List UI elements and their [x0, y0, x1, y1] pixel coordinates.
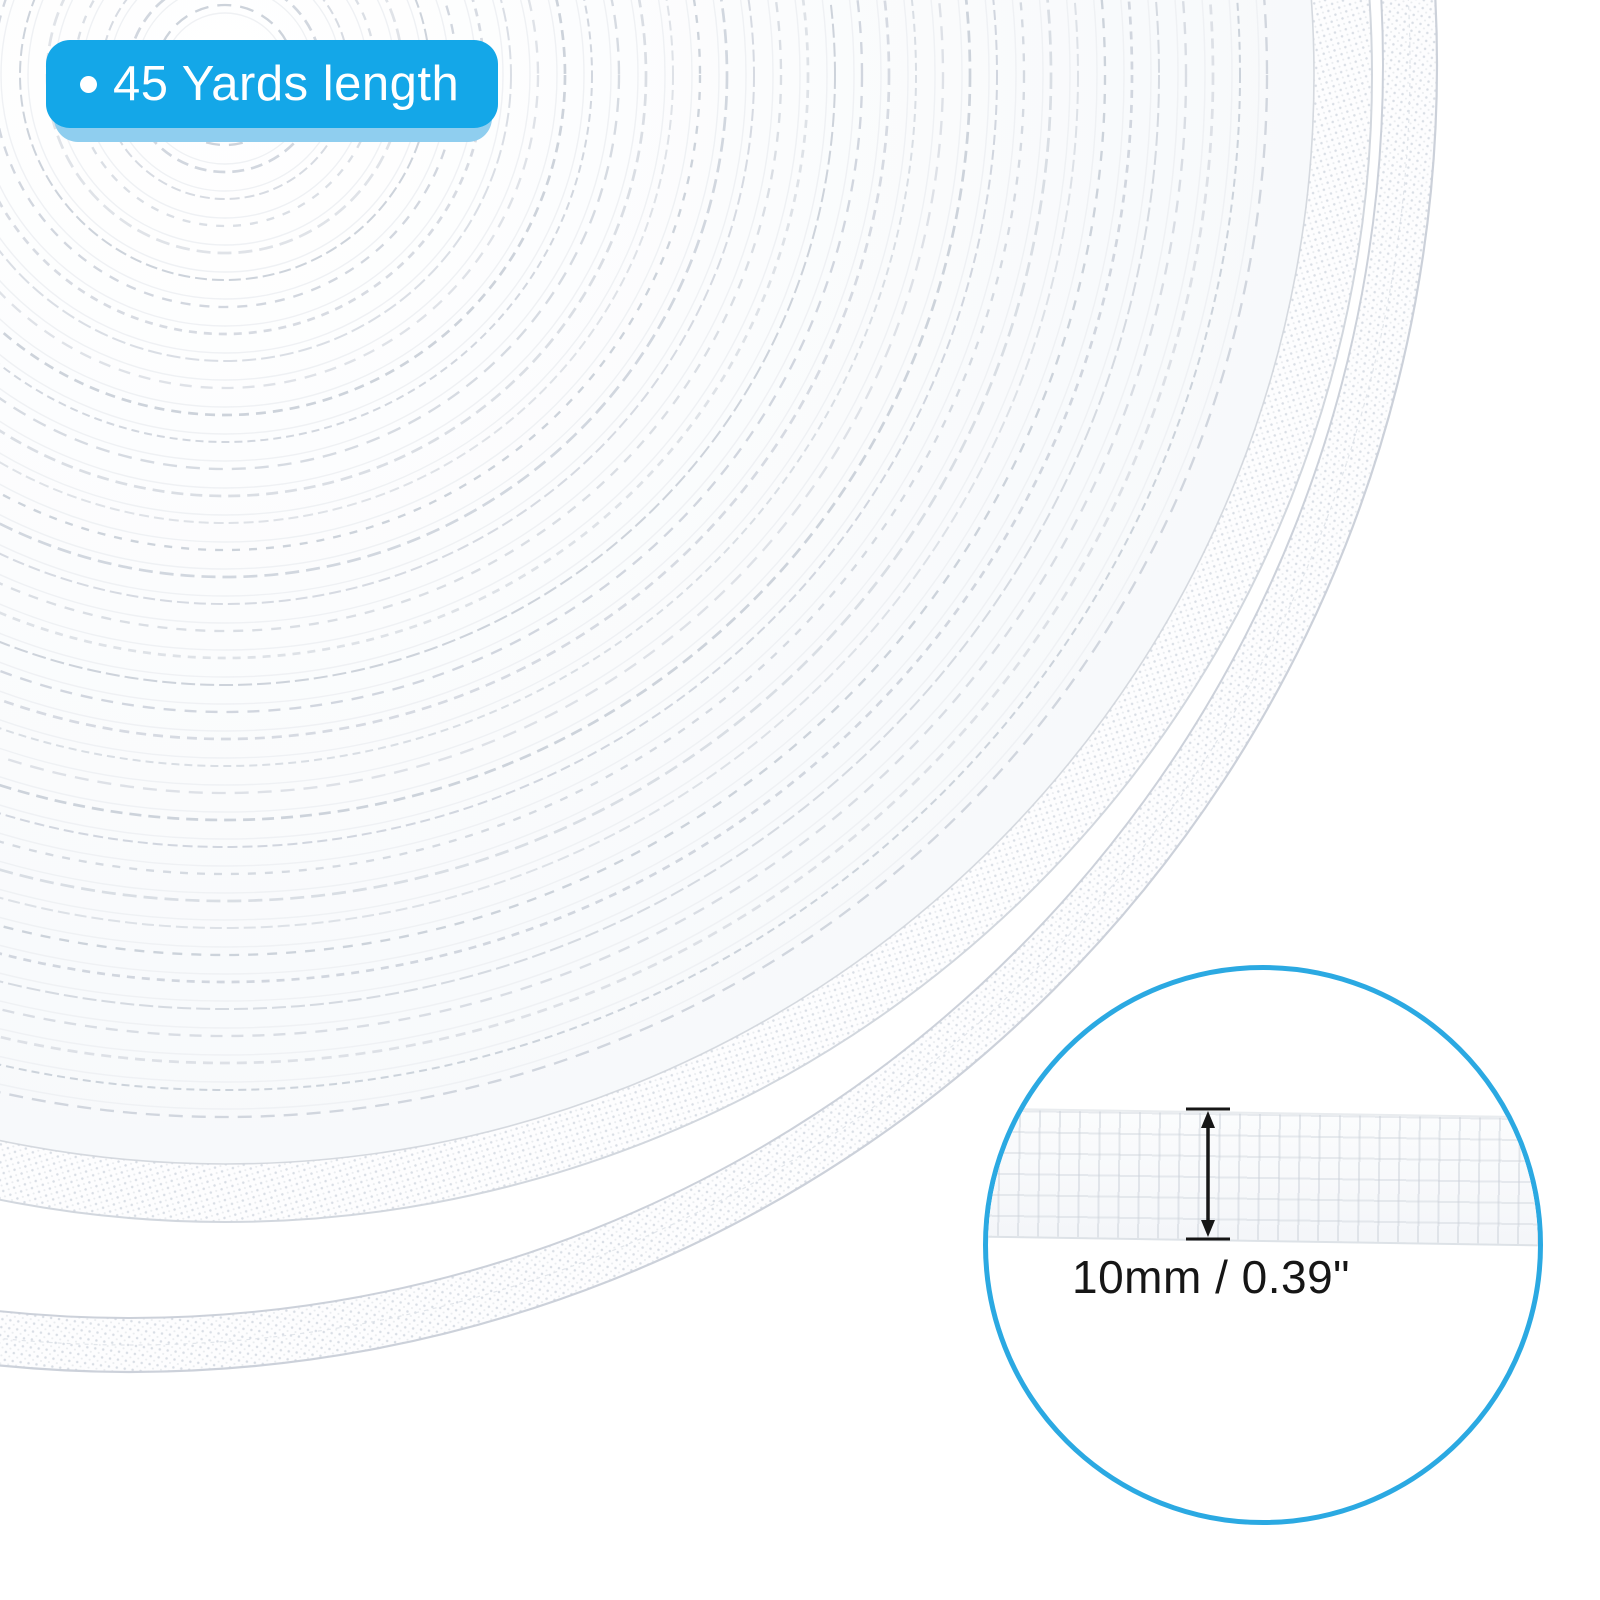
measurement-label: 10mm / 0.39"	[1071, 1251, 1350, 1303]
badge-label: 45 Yards length	[113, 56, 460, 111]
coil-face	[0, 0, 1314, 1164]
length-badge: 45 Yards length	[46, 40, 516, 150]
measurement-inset: 10mm / 0.39"	[983, 965, 1543, 1525]
tape-closeup-strip	[988, 1107, 1538, 1247]
loose-strand	[0, 0, 1438, 1373]
coil-rim	[0, 0, 1373, 1223]
measurement-arrow-icon	[1186, 1107, 1230, 1241]
badge: 45 Yards length	[46, 40, 498, 128]
bullet-icon	[80, 75, 97, 93]
coil-rings	[0, 0, 1268, 1118]
